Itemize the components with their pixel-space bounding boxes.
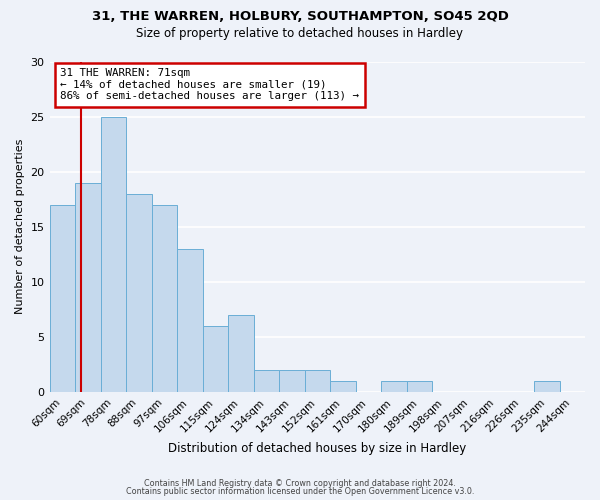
Bar — [279, 370, 305, 392]
Bar — [50, 204, 75, 392]
Bar — [228, 315, 254, 392]
Bar — [407, 381, 432, 392]
Text: 31 THE WARREN: 71sqm
← 14% of detached houses are smaller (19)
86% of semi-detac: 31 THE WARREN: 71sqm ← 14% of detached h… — [60, 68, 359, 102]
Y-axis label: Number of detached properties: Number of detached properties — [15, 139, 25, 314]
Bar — [152, 204, 177, 392]
X-axis label: Distribution of detached houses by size in Hardley: Distribution of detached houses by size … — [168, 442, 466, 455]
Bar — [534, 381, 560, 392]
Text: 31, THE WARREN, HOLBURY, SOUTHAMPTON, SO45 2QD: 31, THE WARREN, HOLBURY, SOUTHAMPTON, SO… — [92, 10, 508, 23]
Text: Size of property relative to detached houses in Hardley: Size of property relative to detached ho… — [137, 28, 464, 40]
Bar — [177, 249, 203, 392]
Text: Contains public sector information licensed under the Open Government Licence v3: Contains public sector information licen… — [126, 487, 474, 496]
Bar — [75, 182, 101, 392]
Bar — [126, 194, 152, 392]
Bar — [203, 326, 228, 392]
Bar — [381, 381, 407, 392]
Bar — [330, 381, 356, 392]
Text: Contains HM Land Registry data © Crown copyright and database right 2024.: Contains HM Land Registry data © Crown c… — [144, 478, 456, 488]
Bar — [254, 370, 279, 392]
Bar — [305, 370, 330, 392]
Bar — [101, 116, 126, 392]
